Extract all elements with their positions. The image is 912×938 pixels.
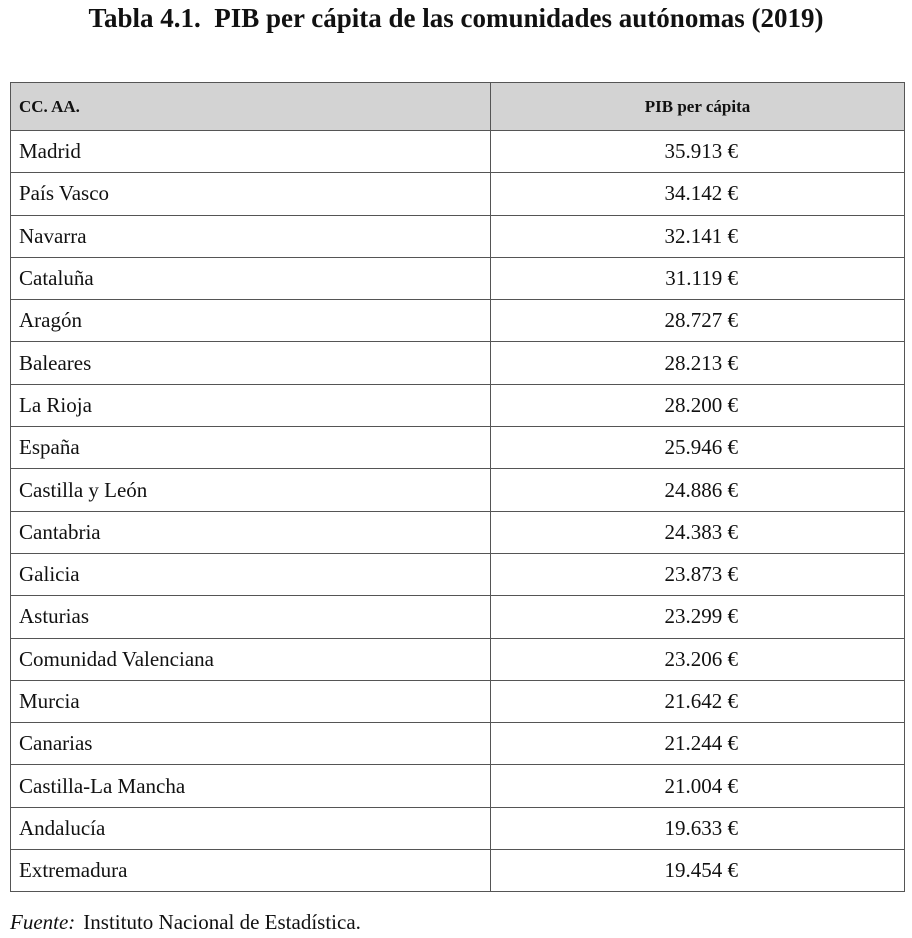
table-row: Madrid 35.913 €: [10, 129, 905, 174]
value-cell: 21.642 €: [490, 679, 905, 724]
value-cell: 28.213 €: [490, 341, 905, 385]
region-cell: Galicia: [10, 552, 491, 597]
table-row: Aragón 28.727 €: [10, 299, 905, 343]
source: Fuente: Instituto Nacional de Estadística…: [10, 910, 361, 935]
value-cell: 34.142 €: [490, 172, 905, 216]
region-cell: Comunidad Valenciana: [10, 637, 491, 681]
table-row: Cantabria 24.383 €: [10, 510, 905, 554]
region-cell: La Rioja: [10, 383, 491, 428]
header-cell: PIB per cápita: [490, 82, 905, 131]
table-body: Madrid 35.913 € País Vasco 34.142 € Navarra 3…: [10, 129, 905, 893]
region-cell: Castilla y León: [10, 468, 491, 512]
value-cell: 23.299 €: [490, 595, 905, 639]
table-row: Andalucía 19.633 €: [10, 806, 905, 851]
table-row: Extremadura 19.454 €: [10, 849, 905, 893]
table-row: Castilla y León 24.886 €: [10, 468, 905, 512]
region-cell: Cataluña: [10, 256, 491, 301]
table-row: Castilla-La Mancha 21.004 €: [10, 764, 905, 808]
value-cell: 28.727 €: [490, 299, 905, 343]
value-cell: 24.886 €: [490, 468, 905, 512]
table-row: País Vasco 34.142 €: [10, 172, 905, 216]
table-row: Comunidad Valenciana 23.206 €: [10, 637, 905, 681]
value-cell: 23.873 €: [490, 552, 905, 597]
region-cell: Asturias: [10, 595, 491, 639]
value-cell: 21.244 €: [490, 722, 905, 766]
region-cell: Madrid: [10, 129, 491, 174]
region-cell: Canarias: [10, 722, 491, 766]
table-row: España 25.946 €: [10, 426, 905, 470]
value-cell: 21.004 €: [490, 764, 905, 808]
value-cell: 23.206 €: [490, 637, 905, 681]
source-text: Instituto Nacional de Estadística.: [83, 910, 361, 934]
value-cell: 24.383 €: [490, 510, 905, 554]
value-cell: 19.633 €: [490, 806, 905, 851]
region-cell: Andalucía: [10, 806, 491, 851]
table-row: Navarra 32.141 €: [10, 214, 905, 258]
header-row: CC. AA. PIB per cápita: [10, 82, 905, 131]
region-cell: Murcia: [10, 679, 491, 724]
region-cell: País Vasco: [10, 172, 491, 216]
value-cell: 19.454 €: [490, 849, 905, 893]
value-cell: 32.141 €: [490, 214, 905, 258]
table-row: Canarias 21.244 €: [10, 722, 905, 766]
region-cell: España: [10, 426, 491, 470]
value-cell: 35.913 €: [490, 129, 905, 174]
region-cell: Extremadura: [10, 849, 491, 893]
value-cell: 28.200 €: [490, 383, 905, 428]
title: Tabla 4.1. PIB per cápita de las comunid…: [88, 3, 824, 33]
table-row: Galicia 23.873 €: [10, 552, 905, 597]
value-cell: 31.119 €: [490, 256, 905, 301]
region-cell: Baleares: [10, 341, 491, 385]
region-cell: Navarra: [10, 214, 491, 258]
table-row: La Rioja 28.200 €: [10, 383, 905, 428]
table-row: Asturias 23.299 €: [10, 595, 905, 639]
table-row: Murcia 21.642 €: [10, 679, 905, 724]
table-row: Baleares 28.213 €: [10, 341, 905, 385]
source-label: Fuente:: [10, 910, 76, 934]
region-cell: Cantabria: [10, 510, 491, 554]
table-row: Cataluña 31.119 €: [10, 256, 905, 301]
data-table: CC. AA. PIB per cápita Madrid 35.913 € Paí…: [10, 82, 905, 893]
value-cell: 25.946 €: [490, 426, 905, 470]
region-cell: Aragón: [10, 299, 491, 343]
header-cell: CC. AA.: [10, 82, 491, 131]
region-cell: Castilla-La Mancha: [10, 764, 491, 808]
